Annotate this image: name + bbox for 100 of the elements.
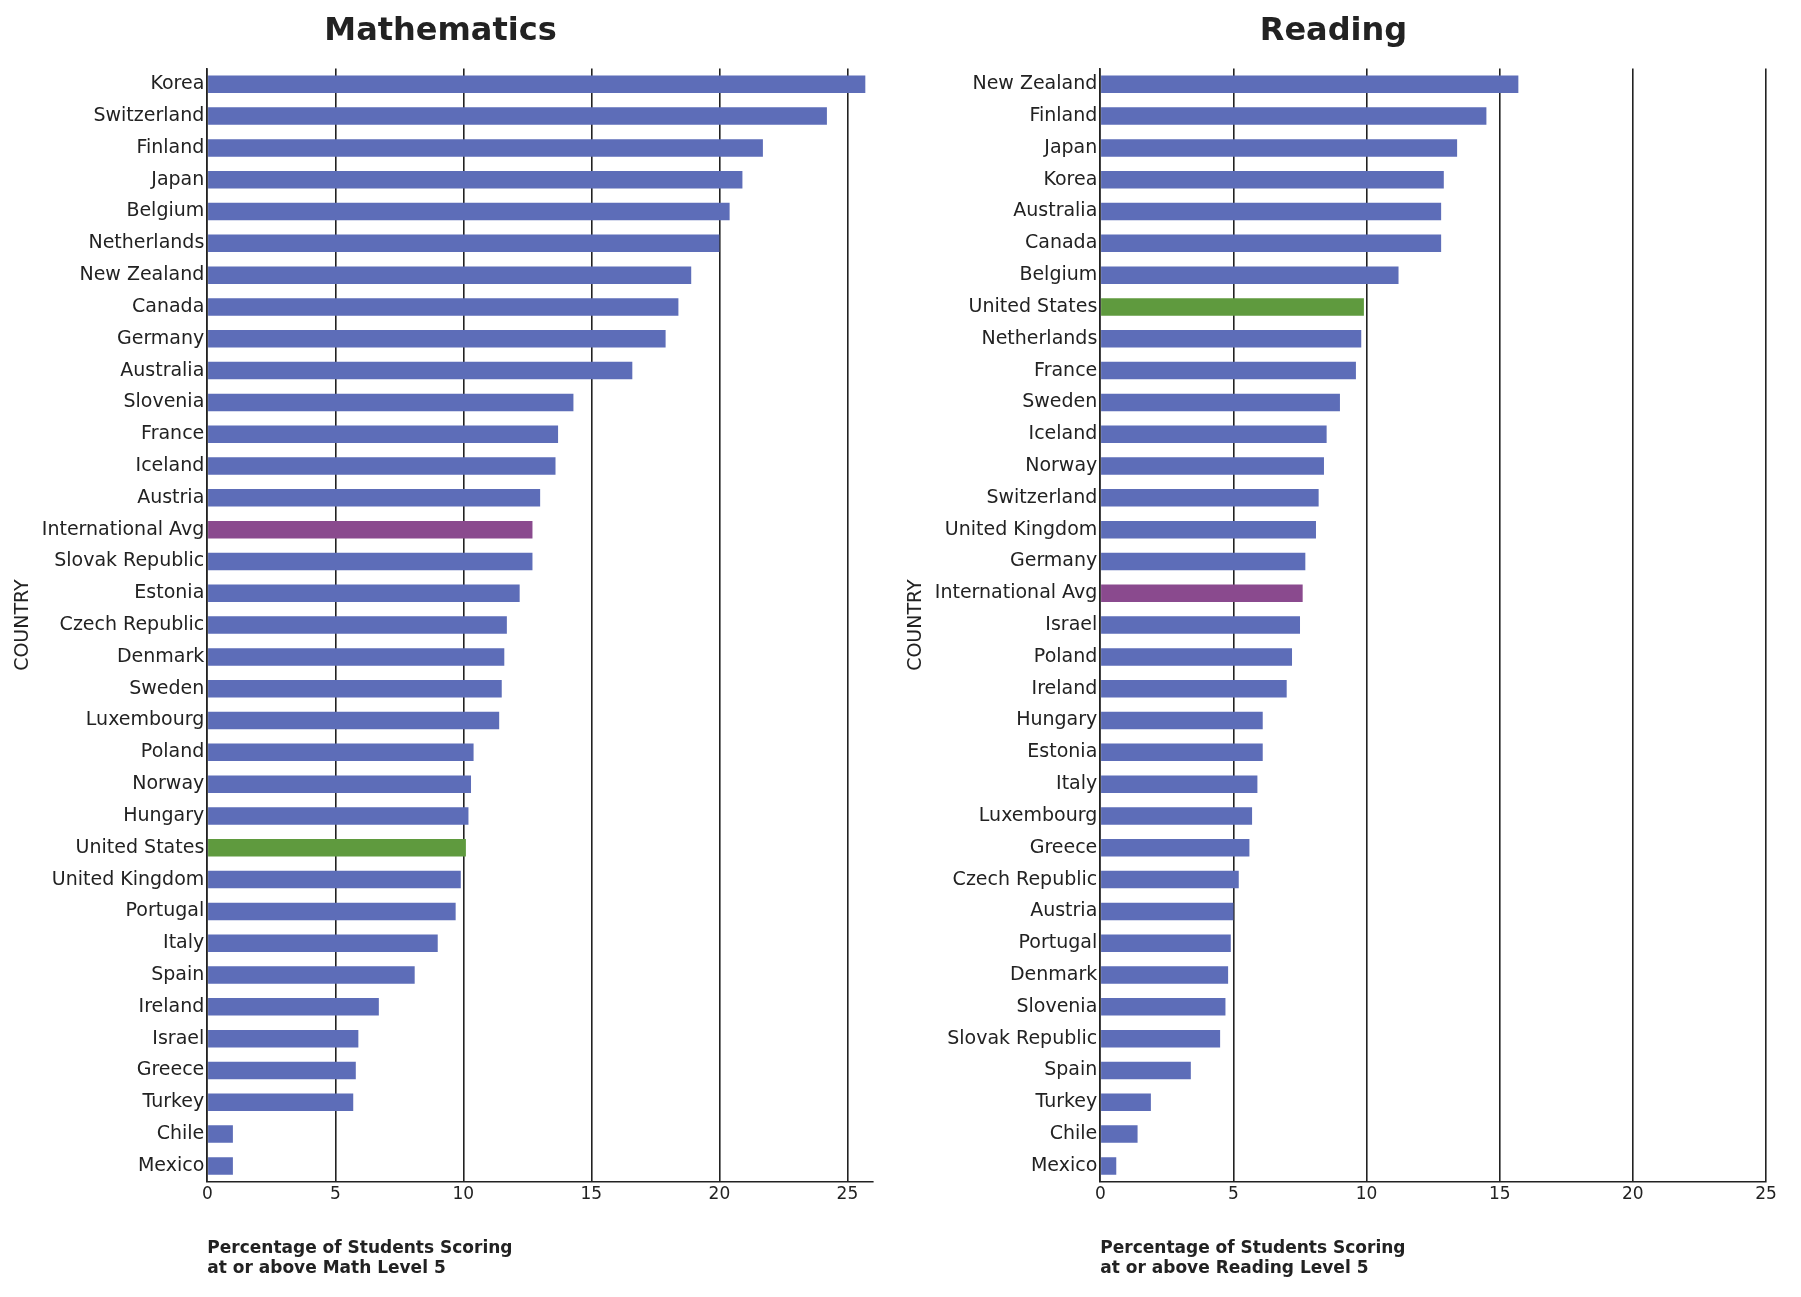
y-tick-label: Portugal — [1018, 930, 1098, 953]
bar — [208, 934, 438, 952]
y-tick-label: Austria — [1030, 898, 1098, 921]
bar — [1101, 807, 1253, 825]
y-tick-label: New Zealand — [79, 262, 205, 285]
y-tick-label: Belgium — [126, 198, 205, 221]
bar — [1101, 170, 1444, 189]
bar — [208, 361, 633, 380]
y-tick-label: Mexico — [137, 1152, 205, 1175]
chart-title: Mathematics — [324, 9, 557, 48]
bar — [1101, 870, 1239, 889]
bar — [208, 711, 500, 730]
y-tick-label: United States — [75, 834, 205, 857]
bar — [208, 1093, 354, 1112]
bar — [208, 1125, 233, 1143]
x-axis-title: Percentage of Students Scoring at or above Reading Level 5 — [1100, 1236, 1406, 1278]
x-axis-title: Percentage of Students Scoring at or above Math Level 5 — [207, 1236, 513, 1278]
bar — [1101, 966, 1229, 984]
y-tick-label: Netherlands — [88, 230, 205, 253]
bar — [1101, 330, 1362, 348]
y-tick-label: Canada — [131, 293, 205, 316]
bar — [1101, 648, 1293, 666]
y-tick-label: Germany — [1009, 548, 1098, 571]
y-tick-label: Italy — [1056, 771, 1098, 794]
bar — [208, 520, 533, 539]
y-tick-label: Germany — [116, 325, 205, 348]
bar — [208, 107, 827, 125]
y-tick-label: Israel — [152, 1025, 205, 1048]
y-tick-label: Hungary — [123, 802, 205, 825]
x-tick-label: 15 — [1488, 1183, 1511, 1204]
bar — [1101, 1125, 1138, 1143]
bar — [208, 489, 541, 507]
y-tick-label: Sweden — [129, 675, 205, 698]
y-tick-label: Turkey — [141, 1089, 205, 1112]
y-tick-label: Belgium — [1019, 262, 1098, 285]
y-tick-label: Spain — [1044, 1057, 1098, 1080]
y-tick-label: Iceland — [1028, 421, 1098, 444]
x-tick-label: 0 — [201, 1183, 213, 1204]
bar — [1101, 998, 1226, 1016]
y-tick-label: Finland — [1029, 103, 1098, 126]
y-tick-label: Greece — [136, 1057, 205, 1080]
y-tick-label: Finland — [136, 134, 205, 157]
bar — [1101, 202, 1442, 221]
y-tick-label: Spain — [151, 961, 205, 984]
y-tick-label: International Avg — [41, 516, 205, 539]
y-axis-title: COUNTRY — [903, 578, 926, 671]
y-tick-label: Czech Republic — [59, 612, 205, 635]
x-tick-label: 0 — [1094, 1183, 1106, 1204]
x-tick-label: 25 — [836, 1183, 859, 1204]
bar — [1101, 520, 1316, 539]
bar — [1101, 393, 1340, 412]
y-tick-label: United Kingdom — [51, 866, 205, 889]
bar — [1101, 1157, 1117, 1175]
bar — [208, 170, 743, 189]
y-tick-label: Australia — [1013, 198, 1098, 221]
bar — [208, 393, 574, 412]
bar — [1101, 298, 1364, 316]
bar — [1101, 361, 1356, 380]
bar — [208, 839, 466, 857]
y-tick-label: Switzerland — [93, 103, 205, 126]
y-tick-label: Poland — [1033, 643, 1098, 666]
bar — [1101, 457, 1324, 475]
bar — [1101, 711, 1263, 730]
bar — [208, 648, 505, 666]
y-tick-label: Norway — [132, 771, 205, 794]
y-tick-label: Japan — [1043, 134, 1098, 157]
y-tick-label: Sweden — [1022, 389, 1098, 412]
y-tick-label: Slovak Republic — [54, 548, 205, 571]
y-tick-label: Ireland — [1031, 675, 1098, 698]
y-tick-label: Chile — [1049, 1121, 1098, 1144]
bar — [208, 807, 469, 825]
y-tick-label: Netherlands — [981, 325, 1098, 348]
bar — [1101, 584, 1303, 603]
bar — [1101, 839, 1250, 857]
y-tick-label: Switzerland — [986, 484, 1098, 507]
y-tick-label: Canada — [1024, 230, 1098, 253]
y-tick-label: Turkey — [1034, 1089, 1098, 1112]
x-tick-label: 15 — [580, 1183, 603, 1204]
y-tick-label: Korea — [1043, 166, 1098, 189]
bar — [1101, 934, 1231, 952]
bar — [1101, 234, 1442, 253]
bar — [208, 266, 692, 284]
y-tick-label: Australia — [120, 357, 205, 380]
bar — [1101, 743, 1263, 762]
bar — [1101, 902, 1234, 921]
y-tick-label: Korea — [150, 71, 205, 94]
y-tick-label: Hungary — [1016, 707, 1098, 730]
bar — [208, 298, 679, 316]
bar — [208, 1061, 356, 1080]
bar — [208, 870, 461, 889]
bar — [1101, 107, 1487, 125]
y-tick-label: Slovak Republic — [947, 1025, 1098, 1048]
bar — [1101, 75, 1519, 94]
x-tick-label: 25 — [1755, 1183, 1777, 1204]
x-tick-label: 5 — [1228, 1183, 1239, 1204]
y-tick-label: United States — [968, 293, 1098, 316]
y-tick-label: Slovenia — [123, 389, 205, 412]
bar — [1101, 679, 1287, 698]
y-tick-label: Mexico — [1030, 1152, 1098, 1175]
x-tick-label: 20 — [1622, 1183, 1644, 1204]
